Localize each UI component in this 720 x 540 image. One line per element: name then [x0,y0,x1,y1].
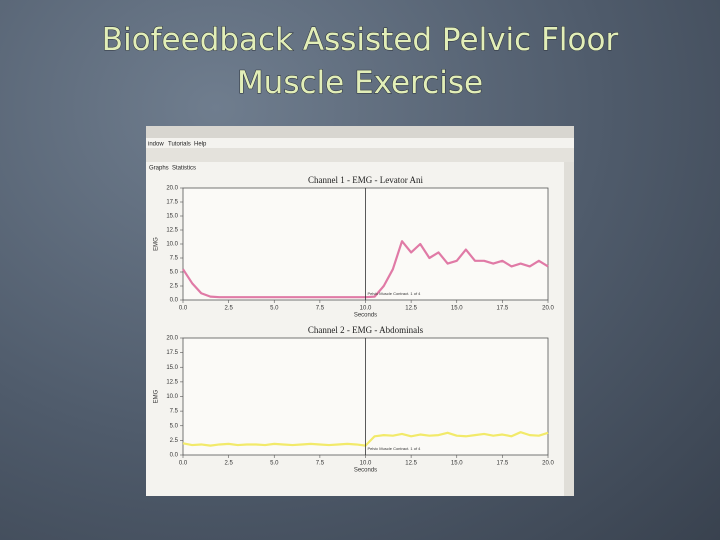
y-tick-label: 17.5 [166,350,178,356]
x-tick-label: 15.0 [451,461,463,467]
chart-title: Channel 1 - EMG - Levator Ani [308,175,423,185]
y-tick-label: 17.5 [166,200,178,206]
y-tick-label: 15.0 [166,365,178,371]
x-axis-label: Seconds [354,468,377,474]
scrollbar [564,162,574,496]
y-tick-label: 0.0 [170,298,179,304]
x-tick-label: 12.5 [405,306,417,312]
y-tick-label: 20.0 [166,186,178,192]
y-tick-label: 10.0 [166,242,178,248]
menu-item[interactable]: Tutorials [168,142,191,148]
x-tick-label: 20.0 [542,461,554,467]
y-tick-label: 7.5 [170,256,179,262]
annotation: Pelvic Muscle Contract. 1 of 4 [368,291,422,296]
x-tick-label: 17.5 [497,461,509,467]
x-tick-label: 20.0 [542,306,554,312]
y-tick-label: 0.0 [170,453,179,459]
x-tick-label: 2.5 [224,306,233,312]
y-tick-label: 2.5 [170,284,179,290]
x-tick-label: 0.0 [179,461,188,467]
tab[interactable]: Graphs [149,166,169,172]
y-tick-label: 7.5 [170,409,179,415]
x-tick-label: 5.0 [270,306,279,312]
y-tick-label: 5.0 [170,270,179,276]
y-tick-label: 10.0 [166,394,178,400]
x-tick-label: 5.0 [270,461,279,467]
chart-title: Channel 2 - EMG - Abdominals [308,325,424,335]
title-bar [146,126,574,138]
y-tick-label: 15.0 [166,214,178,220]
y-axis-label: EMG [154,389,160,403]
y-axis-label: EMG [154,237,160,251]
x-axis-label: Seconds [354,313,377,319]
menu-item[interactable]: Help [194,142,207,148]
x-tick-label: 12.5 [405,461,417,467]
annotation: Pelvic Muscle Contract. 1 of 4 [368,446,422,451]
x-tick-label: 7.5 [316,461,325,467]
slide-title: Muscle Exercise [237,65,483,101]
x-tick-label: 17.5 [497,306,509,312]
slide-title: Biofeedback Assisted Pelvic Floor [102,22,619,58]
x-tick-label: 10.0 [360,461,372,467]
y-tick-label: 12.5 [166,228,178,234]
x-tick-label: 2.5 [224,461,233,467]
y-tick-label: 20.0 [166,336,178,342]
y-tick-label: 5.0 [170,423,179,429]
menu-item[interactable]: indow [148,142,164,148]
x-tick-label: 7.5 [316,306,325,312]
tab[interactable]: Statistics [172,166,196,172]
x-tick-label: 10.0 [360,306,372,312]
y-tick-label: 12.5 [166,379,178,385]
toolbar [146,148,574,162]
y-tick-label: 2.5 [170,438,179,444]
x-tick-label: 15.0 [451,306,463,312]
x-tick-label: 0.0 [179,306,188,312]
